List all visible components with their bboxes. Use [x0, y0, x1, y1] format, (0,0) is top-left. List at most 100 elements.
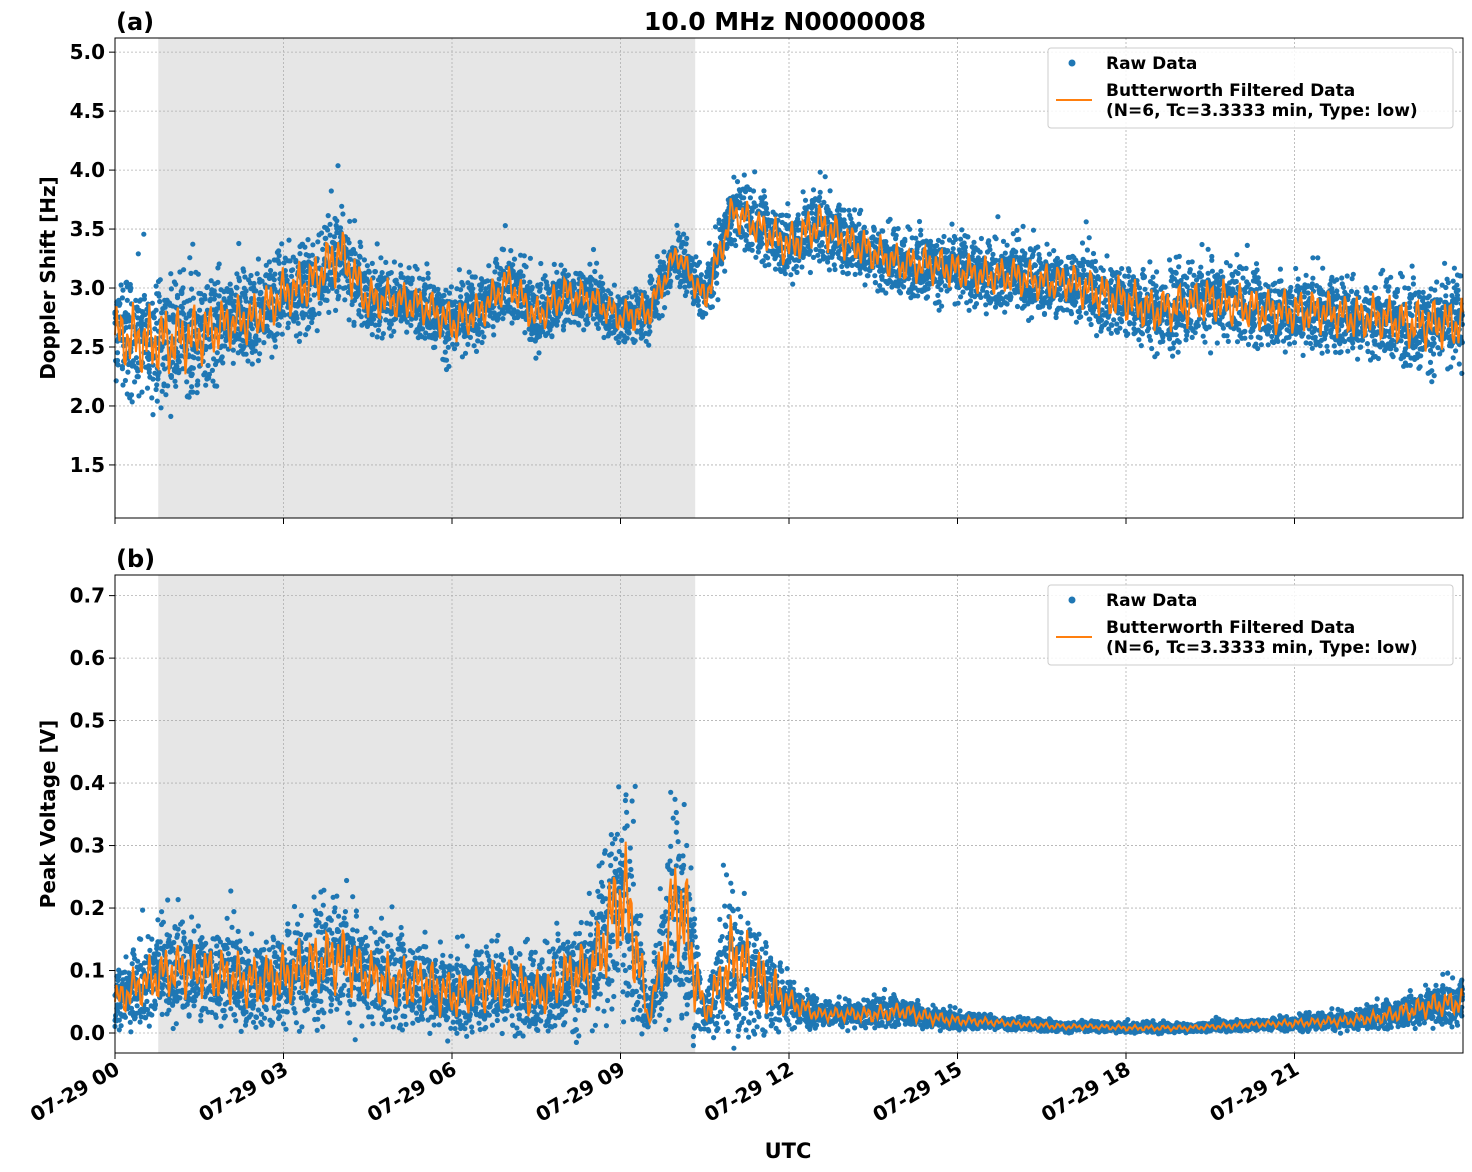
raw-data-point	[374, 334, 380, 340]
raw-data-point	[203, 382, 209, 388]
raw-data-point	[581, 327, 587, 333]
raw-data-point	[369, 260, 375, 266]
raw-data-point	[759, 241, 765, 247]
raw-data-point	[378, 255, 384, 261]
raw-data-point	[443, 357, 450, 363]
raw-data-point	[807, 248, 814, 254]
raw-data-point	[236, 278, 242, 284]
figure-title: 10.0 MHz N0000008	[644, 7, 926, 36]
raw-data-point	[159, 388, 165, 394]
raw-data-point	[388, 270, 394, 276]
raw-data-point	[460, 282, 466, 288]
raw-data-point	[114, 350, 121, 356]
raw-data-point	[521, 253, 527, 259]
raw-data-point	[1094, 333, 1100, 339]
raw-data-point	[600, 287, 606, 294]
raw-data-point	[316, 310, 322, 317]
raw-data-point	[375, 327, 382, 333]
raw-data-point	[549, 334, 555, 340]
raw-data-point	[1068, 311, 1075, 317]
raw-data-point	[585, 320, 591, 326]
raw-data-point	[831, 262, 837, 268]
raw-data-point	[939, 279, 945, 285]
raw-data-point	[184, 379, 190, 385]
raw-data-point	[1081, 267, 1087, 273]
raw-data-point	[761, 188, 767, 194]
raw-data-point	[1022, 250, 1028, 257]
raw-data-point	[753, 254, 759, 260]
raw-data-point	[734, 179, 741, 185]
raw-data-point	[765, 255, 771, 261]
raw-data-point	[965, 234, 971, 240]
raw-data-point	[129, 399, 135, 405]
raw-data-point	[283, 273, 289, 279]
raw-data-point	[174, 363, 180, 370]
raw-data-point	[161, 383, 167, 389]
raw-data-point	[624, 335, 630, 341]
raw-data-point	[852, 271, 858, 277]
raw-data-point	[189, 286, 195, 292]
raw-data-point	[425, 270, 431, 276]
raw-data-point	[168, 373, 174, 379]
raw-data-point	[366, 269, 372, 275]
raw-data-point	[817, 194, 823, 200]
raw-data-point	[832, 266, 838, 273]
raw-data-point	[189, 371, 195, 377]
raw-data-point	[674, 222, 680, 228]
raw-data-point	[662, 305, 668, 311]
raw-data-point	[432, 344, 438, 350]
raw-data-point	[939, 239, 945, 245]
raw-data-point	[588, 283, 594, 289]
raw-data-point	[924, 294, 931, 300]
raw-data-point	[915, 293, 921, 299]
raw-data-point	[420, 326, 426, 332]
raw-data-point	[309, 252, 315, 258]
raw-data-point	[1058, 259, 1064, 265]
raw-data-point	[219, 354, 225, 360]
raw-data-point	[364, 263, 370, 269]
raw-data-point	[551, 261, 557, 267]
raw-data-point	[901, 284, 907, 290]
raw-data-point	[120, 382, 126, 388]
raw-data-point	[817, 169, 823, 175]
raw-data-point	[902, 238, 908, 244]
raw-data-point	[356, 261, 362, 267]
raw-data-point	[170, 359, 176, 365]
raw-data-point	[446, 290, 453, 296]
raw-data-point	[760, 258, 766, 264]
raw-data-point	[508, 248, 514, 254]
raw-data-point	[336, 293, 342, 299]
raw-data-point	[475, 325, 481, 331]
raw-data-point	[205, 362, 211, 369]
raw-data-point	[654, 253, 660, 260]
raw-data-point	[156, 293, 162, 299]
raw-data-point	[153, 386, 159, 393]
raw-data-point	[684, 235, 690, 241]
raw-data-point	[181, 267, 187, 273]
raw-data-point	[383, 259, 389, 265]
raw-data-point	[255, 358, 261, 364]
raw-data-point	[958, 294, 964, 300]
raw-data-point	[337, 225, 344, 231]
raw-data-point	[173, 383, 179, 389]
raw-data-point	[470, 286, 476, 292]
raw-data-point	[971, 239, 977, 245]
raw-data-point	[753, 203, 759, 209]
raw-data-point	[379, 335, 385, 341]
raw-data-point	[865, 273, 871, 279]
raw-data-point	[263, 262, 269, 268]
raw-data-point	[995, 214, 1001, 220]
raw-data-point	[1013, 249, 1019, 255]
raw-data-point	[565, 272, 572, 278]
raw-data-point	[425, 275, 431, 281]
raw-data-point	[132, 379, 138, 385]
raw-data-point	[319, 293, 325, 299]
raw-data-point	[297, 251, 303, 257]
raw-data-point	[379, 270, 385, 276]
raw-data-point	[529, 284, 535, 290]
raw-data-point	[442, 349, 448, 355]
raw-data-point	[441, 292, 447, 298]
raw-data-point	[414, 266, 420, 272]
raw-data-point	[815, 252, 821, 258]
raw-data-point	[819, 240, 825, 246]
